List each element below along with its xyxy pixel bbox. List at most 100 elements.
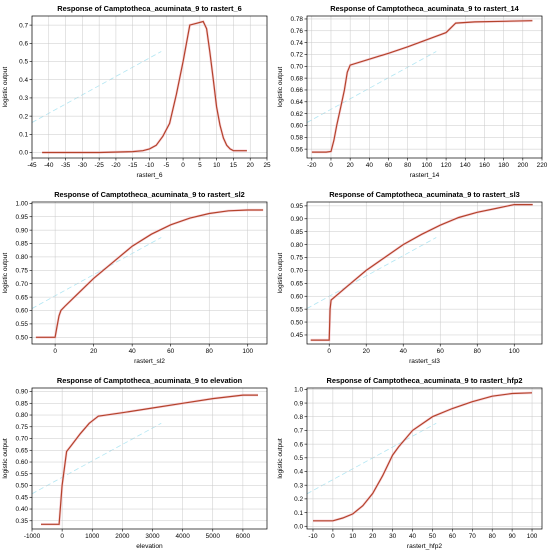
- x-tick-label: 80: [489, 533, 497, 540]
- y-axis-label: logistic output: [277, 67, 284, 107]
- y-tick-label: 0.90: [16, 227, 29, 234]
- x-tick-label: 80: [206, 348, 214, 355]
- x-tick-label: -15: [128, 162, 138, 169]
- y-tick-label: 0.75: [291, 255, 304, 262]
- x-tick-label: 60: [437, 348, 445, 355]
- x-tick-label: 50: [429, 533, 437, 540]
- background-artifact: [31, 422, 162, 495]
- y-tick-label: 0.70: [16, 436, 29, 443]
- x-tick-label: 40: [409, 533, 417, 540]
- x-tick-label: 100: [422, 162, 433, 169]
- y-tick-label: 0.76: [291, 28, 304, 35]
- x-tick-label: 100: [242, 348, 253, 355]
- y-tick-label: 0.66: [291, 87, 304, 94]
- y-tick-label: 0.70: [291, 63, 304, 70]
- response-curve: [310, 204, 533, 341]
- y-tick-label: 0.0: [294, 523, 303, 530]
- background-artifact: [306, 422, 437, 495]
- y-axis-label: logistic output: [2, 67, 9, 107]
- y-tick-label: 0.55: [16, 321, 29, 328]
- chart-title: Response of Camptotheca_acuminata_9 to r…: [329, 190, 520, 199]
- y-tick-label: 0.2: [19, 113, 28, 120]
- x-tick-label: -45: [27, 162, 37, 169]
- x-tick-label: 40: [400, 348, 408, 355]
- y-tick-label: 0.45: [291, 332, 304, 339]
- y-tick-label: 0.3: [294, 482, 303, 489]
- y-axis-label: logistic output: [277, 438, 284, 478]
- y-tick-label: 0.64: [291, 99, 304, 106]
- y-tick-label: 0.75: [16, 268, 29, 275]
- y-tick-label: 0.40: [16, 506, 29, 513]
- y-tick-label: 0.72: [291, 52, 304, 59]
- x-tick-label: 20: [347, 162, 355, 169]
- y-tick-label: 0.4: [19, 77, 28, 84]
- plot-area: [32, 202, 267, 344]
- response-curve: [35, 209, 264, 338]
- y-tick-label: 0.50: [16, 335, 29, 342]
- x-tick-label: -10: [308, 533, 318, 540]
- plot-area: [307, 16, 542, 158]
- x-tick-label: 0: [60, 533, 64, 540]
- y-tick-label: 0.78: [291, 16, 304, 23]
- chart-title: Response of Camptotheca_acuminata_9 to r…: [57, 4, 241, 13]
- x-tick-label: -25: [95, 162, 105, 169]
- x-tick-label: -30: [78, 162, 88, 169]
- plot-area: [32, 388, 267, 529]
- y-tick-label: 0.80: [16, 412, 29, 419]
- x-tick-label: 6000: [236, 533, 251, 540]
- y-tick-label: 0.6: [294, 441, 303, 448]
- y-tick-label: 0.62: [291, 111, 304, 118]
- x-tick-label: 3000: [145, 533, 160, 540]
- x-tick-label: 80: [404, 162, 412, 169]
- x-axis-label: rastert_14: [410, 172, 440, 179]
- plot-frame: [306, 15, 543, 159]
- y-tick-label: 0.55: [291, 306, 304, 313]
- y-tick-label: 0.1: [294, 510, 303, 517]
- chart-title: Response of Camptotheca_acuminata_9 to r…: [54, 190, 245, 199]
- chart-panel-rastert-6: Response of Camptotheca_acuminata_9 to r…: [0, 0, 275, 186]
- x-tick-label: -20: [307, 162, 317, 169]
- y-tick-label: 0.65: [16, 447, 29, 454]
- y-axis-label: logistic output: [277, 253, 284, 293]
- plot-frame: [306, 201, 543, 345]
- x-tick-label: 180: [498, 162, 509, 169]
- y-tick-label: 0.65: [291, 281, 304, 288]
- y-tick-label: 0.0: [19, 150, 28, 157]
- response-curve: [311, 20, 533, 153]
- y-tick-label: 0.75: [16, 424, 29, 431]
- x-axis-label: rastert_hfp2: [407, 543, 443, 550]
- y-tick-label: 0.5: [294, 455, 303, 462]
- x-tick-label: -10: [145, 162, 155, 169]
- x-axis-label: rastert_sl3: [409, 358, 440, 365]
- x-tick-label: 220: [537, 162, 548, 169]
- response-curve: [41, 394, 258, 525]
- chart-panel-rastert-sl3: Response of Camptotheca_acuminata_9 to r…: [275, 186, 550, 372]
- x-tick-label: 100: [527, 533, 538, 540]
- x-axis-label: rastert_sl2: [134, 358, 165, 365]
- y-tick-label: 0.85: [16, 241, 29, 248]
- x-tick-label: 5000: [206, 533, 221, 540]
- y-tick-label: 0.3: [19, 95, 28, 102]
- x-tick-label: 20: [90, 348, 98, 355]
- chart-panel-elevation: Response of Camptotheca_acuminata_9 to e…: [0, 372, 275, 557]
- x-tick-label: 20: [369, 533, 377, 540]
- chart-panel-rastert-sl2: Response of Camptotheca_acuminata_9 to r…: [0, 186, 275, 372]
- y-tick-label: 0.5: [19, 59, 28, 66]
- y-tick-label: 0.80: [291, 242, 304, 249]
- x-tick-label: 5: [198, 162, 202, 169]
- x-tick-label: 40: [129, 348, 137, 355]
- y-tick-label: 0.85: [16, 400, 29, 407]
- y-tick-label: 0.50: [291, 319, 304, 326]
- x-tick-label: 10: [213, 162, 221, 169]
- y-tick-label: 0.2: [294, 496, 303, 503]
- x-tick-label: 0: [181, 162, 185, 169]
- y-tick-label: 0.9: [294, 400, 303, 407]
- y-tick-label: 0.90: [16, 389, 29, 396]
- x-tick-label: -1000: [24, 533, 41, 540]
- x-tick-label: 20: [363, 348, 371, 355]
- y-tick-label: 0.56: [291, 146, 304, 153]
- y-tick-label: 0.4: [294, 469, 303, 476]
- y-tick-label: 0.70: [291, 268, 304, 275]
- plot-frame: [306, 387, 543, 530]
